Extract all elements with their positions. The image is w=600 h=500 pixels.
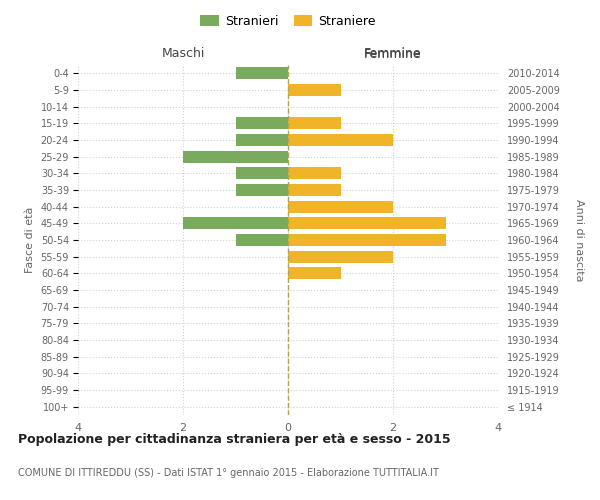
Bar	[235, 68, 288, 80]
Text: Femmine: Femmine	[364, 47, 422, 60]
Text: Popolazione per cittadinanza straniera per età e sesso - 2015: Popolazione per cittadinanza straniera p…	[18, 432, 451, 446]
Bar	[235, 118, 288, 130]
Bar	[288, 118, 341, 130]
Legend: Stranieri, Straniere: Stranieri, Straniere	[196, 11, 380, 32]
Y-axis label: Anni di nascita: Anni di nascita	[574, 198, 584, 281]
Bar	[235, 184, 288, 196]
Bar	[288, 268, 341, 280]
Text: COMUNE DI ITTIREDDU (SS) - Dati ISTAT 1° gennaio 2015 - Elaborazione TUTTITALIA.: COMUNE DI ITTIREDDU (SS) - Dati ISTAT 1°…	[18, 468, 439, 477]
Text: Maschi: Maschi	[161, 47, 205, 60]
Bar	[288, 184, 341, 196]
Bar	[235, 234, 288, 246]
Bar	[288, 168, 341, 179]
Bar	[235, 168, 288, 179]
Bar	[183, 218, 288, 230]
Bar	[288, 250, 393, 262]
Text: Femmine: Femmine	[364, 48, 422, 62]
Bar	[288, 200, 393, 212]
Bar	[183, 150, 288, 162]
Bar	[288, 84, 341, 96]
Bar	[288, 218, 445, 230]
Y-axis label: Fasce di età: Fasce di età	[25, 207, 35, 273]
Bar	[235, 134, 288, 146]
Bar	[288, 134, 393, 146]
Bar	[288, 234, 445, 246]
